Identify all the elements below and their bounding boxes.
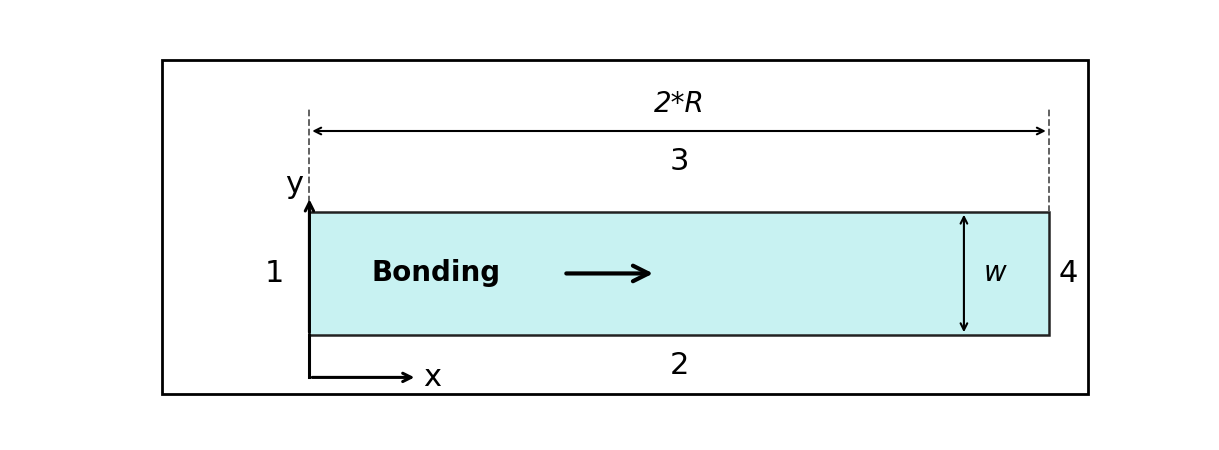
Text: Bonding: Bonding (371, 260, 500, 288)
Text: x: x (424, 363, 441, 392)
Text: 2: 2 (669, 351, 689, 380)
Text: 2*R: 2*R (653, 90, 705, 118)
Bar (310, 212, 1048, 335)
Text: 4: 4 (1058, 259, 1078, 288)
Text: w: w (984, 260, 1006, 288)
Text: y: y (285, 171, 304, 199)
Text: 1: 1 (265, 259, 284, 288)
Text: 3: 3 (669, 147, 689, 176)
